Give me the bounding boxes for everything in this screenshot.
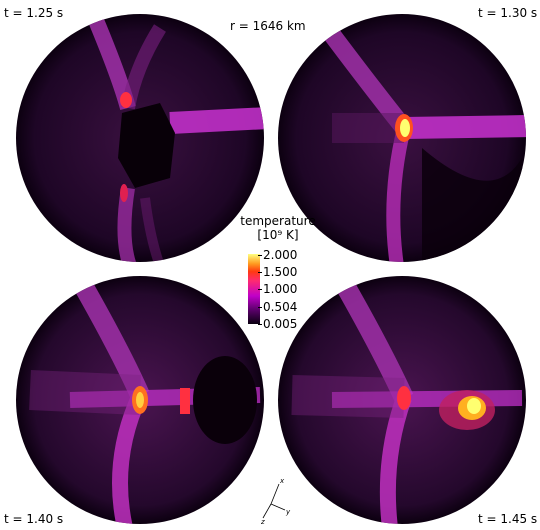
axis-y-label: y: [285, 508, 291, 516]
colorbar-tick: 2.000: [257, 248, 298, 262]
sphere-image-t140: [16, 276, 264, 524]
colorbar-tick: 0.005: [257, 317, 298, 331]
time-label-t130: t = 1.30 s: [478, 6, 538, 20]
time-label-t145: t = 1.45 s: [478, 512, 538, 526]
colorbar-tick: 1.000: [257, 282, 298, 296]
sphere-image-t130: [278, 14, 526, 262]
colorbar-title: temperature: [240, 214, 316, 228]
colorbar-tick: 1.500: [257, 265, 298, 279]
colorbar-unit: [10⁹ K]: [257, 228, 299, 242]
axis-x-label: x: [279, 477, 285, 485]
time-label-t140: t = 1.40 s: [4, 512, 64, 526]
colorbar: temperature [10⁹ K] 2.000 1.500 1.000 0.…: [238, 215, 318, 335]
panel-t145: [272, 270, 532, 530]
colorbar-tick: 0.504: [257, 300, 298, 314]
panel-t125: [10, 8, 270, 268]
panel-t130: [272, 8, 532, 268]
time-label-t125: t = 1.25 s: [4, 6, 64, 20]
colorbar-gradient: [248, 254, 260, 324]
panel-t140: [10, 270, 270, 530]
sphere-image-t145: [278, 276, 526, 524]
radius-label: r = 1646 km: [230, 19, 306, 33]
axis-z-label: z: [260, 518, 265, 524]
axes-triad: x y z: [255, 474, 305, 526]
sphere-image-t125: [16, 14, 264, 262]
